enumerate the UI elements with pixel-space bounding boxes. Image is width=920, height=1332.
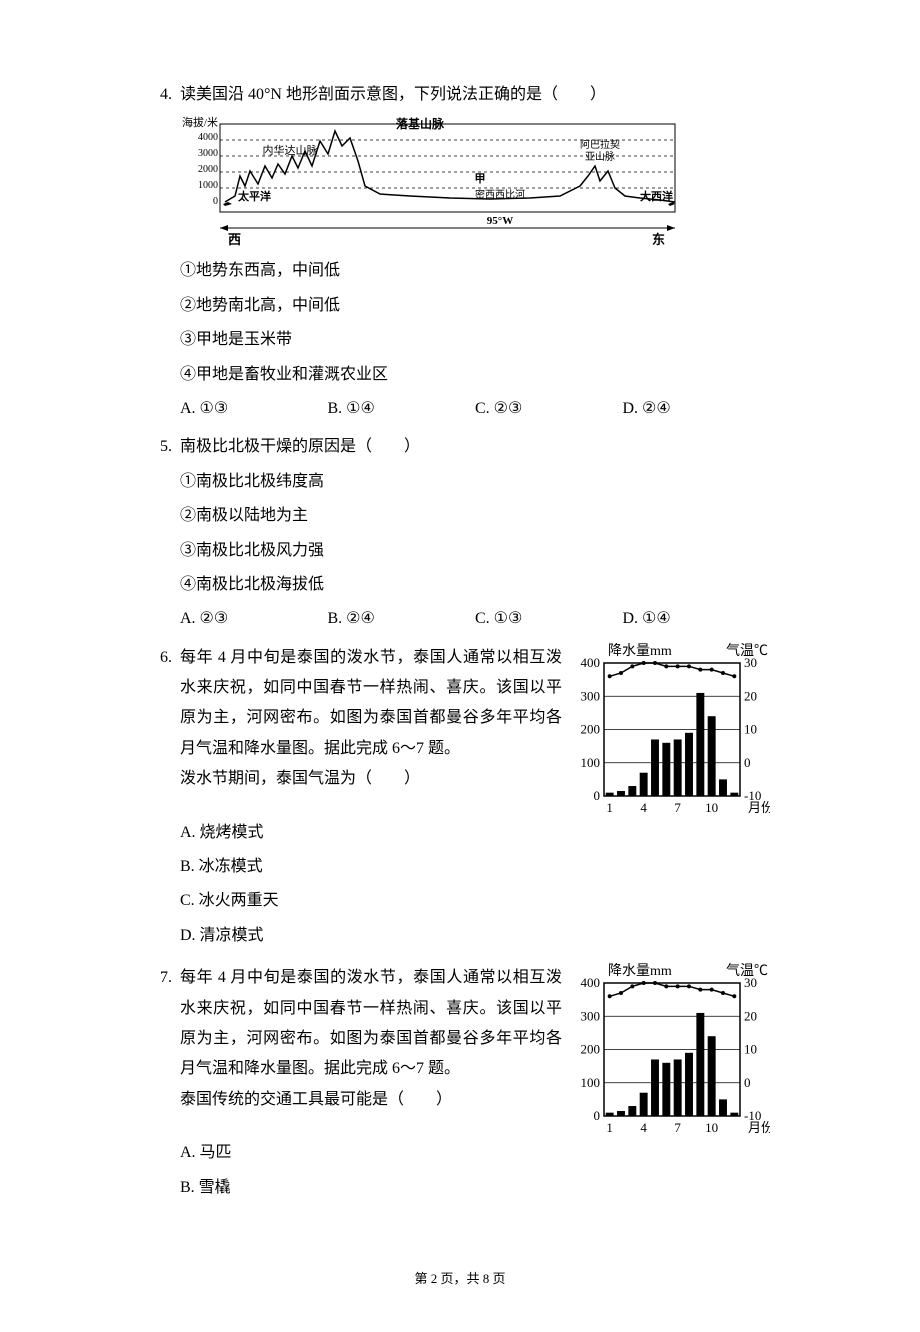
- question-number: 4.: [150, 80, 180, 424]
- svg-text:100: 100: [581, 1075, 601, 1090]
- option-b[interactable]: B. ②④: [328, 604, 476, 634]
- question-6: 6. 每年 4 月中旬是泰国的泼水节，泰国人通常以相互泼水来庆祝，如同中国春节一…: [150, 643, 770, 956]
- lon-label: 95°W: [487, 215, 513, 227]
- svg-text:4: 4: [640, 1120, 647, 1135]
- app-label-1: 阿巴拉契: [580, 138, 620, 151]
- topography-figure: 海拔/米 4000 3000 2000 1000 0 落基山脉 内华达山脉 太平…: [180, 116, 680, 246]
- option-d[interactable]: D. ①④: [623, 604, 771, 634]
- option-a[interactable]: A. 烧烤模式: [180, 818, 770, 848]
- climate-figure: 降水量mm气温℃40030020010003020100-1014710月份: [570, 643, 770, 818]
- options: A. ①③ B. ①④ C. ②③ D. ②④: [180, 394, 770, 424]
- river-label: 密西西比河: [475, 188, 525, 201]
- climate-figure: 降水量mm气温℃40030020010003020100-1014710月份: [570, 963, 770, 1138]
- statement: ①南极比北极纬度高: [180, 467, 770, 497]
- svg-text:400: 400: [581, 655, 601, 670]
- option-a[interactable]: A. 马匹: [180, 1138, 770, 1168]
- ocean-left: 太平洋: [237, 189, 271, 203]
- svg-text:降水量mm: 降水量mm: [608, 643, 672, 659]
- svg-text:20: 20: [744, 688, 757, 703]
- svg-text:100: 100: [581, 754, 601, 769]
- options: A. ②③ B. ②④ C. ①③ D. ①④: [180, 604, 770, 634]
- svg-text:10: 10: [744, 721, 757, 736]
- jia-label: 甲: [475, 172, 486, 185]
- statement: ④南极比北极海拔低: [180, 570, 770, 600]
- question-stem: 每年 4 月中旬是泰国的泼水节，泰国人通常以相互泼水来庆祝，如同中国春节一样热闹…: [180, 649, 562, 757]
- question-body: 每年 4 月中旬是泰国的泼水节，泰国人通常以相互泼水来庆祝，如同中国春节一样热闹…: [180, 963, 770, 1207]
- svg-text:7: 7: [674, 1120, 681, 1135]
- question-stem: 读美国沿 40°N 地形剖面示意图，下列说法正确的是（ ）: [180, 80, 770, 110]
- ytick: 2000: [198, 164, 218, 175]
- option-a[interactable]: A. ①③: [180, 394, 328, 424]
- svg-text:10: 10: [705, 800, 718, 815]
- ytick: 4000: [198, 132, 218, 143]
- question-stem: 南极比北极干燥的原因是（ ）: [180, 432, 770, 462]
- svg-text:10: 10: [744, 1042, 757, 1057]
- y-title: 海拔/米: [182, 116, 218, 129]
- svg-text:30: 30: [744, 975, 757, 990]
- svg-text:1: 1: [606, 1120, 613, 1135]
- svg-text:月份: 月份: [748, 800, 770, 815]
- question-number: 5.: [150, 432, 180, 634]
- page-footer: 第 2 页，共 8 页: [150, 1267, 770, 1292]
- question-number: 6.: [150, 643, 180, 956]
- east-label: 东: [652, 232, 665, 246]
- statement: ④甲地是畜牧业和灌溉农业区: [180, 360, 770, 390]
- question-body: 读美国沿 40°N 地形剖面示意图，下列说法正确的是（ ） 海拔/米 4000 …: [180, 80, 770, 424]
- svg-text:降水量mm: 降水量mm: [608, 963, 672, 979]
- statement: ①地势东西高，中间低: [180, 256, 770, 286]
- svg-text:1: 1: [606, 800, 613, 815]
- svg-text:0: 0: [744, 1075, 751, 1090]
- statement: ③南极比北极风力强: [180, 536, 770, 566]
- statement: ②南极以陆地为主: [180, 501, 770, 531]
- option-d[interactable]: D. 清凉模式: [180, 921, 770, 951]
- svg-text:0: 0: [594, 1108, 601, 1123]
- option-b[interactable]: B. ①④: [328, 394, 476, 424]
- option-a[interactable]: A. ②③: [180, 604, 328, 634]
- svg-text:200: 200: [581, 1042, 601, 1057]
- option-c[interactable]: C. 冰火两重天: [180, 886, 770, 916]
- option-d[interactable]: D. ②④: [623, 394, 771, 424]
- svg-text:10: 10: [705, 1120, 718, 1135]
- ocean-right: 大西洋: [640, 189, 673, 203]
- peak-label-2: 内华达山脉: [263, 143, 318, 157]
- svg-text:400: 400: [581, 975, 601, 990]
- svg-text:300: 300: [581, 1009, 601, 1024]
- question-5: 5. 南极比北极干燥的原因是（ ） ①南极比北极纬度高 ②南极以陆地为主 ③南极…: [150, 432, 770, 634]
- option-b[interactable]: B. 雪橇: [180, 1173, 770, 1203]
- question-body: 每年 4 月中旬是泰国的泼水节，泰国人通常以相互泼水来庆祝，如同中国春节一样热闹…: [180, 643, 770, 956]
- peak-label: 落基山脉: [396, 116, 445, 131]
- question-number: 7.: [150, 963, 180, 1207]
- options: A. 马匹 B. 雪橇: [180, 1138, 770, 1203]
- option-c[interactable]: C. ①③: [475, 604, 623, 634]
- topography-svg: 海拔/米 4000 3000 2000 1000 0 落基山脉 内华达山脉 太平…: [180, 116, 680, 246]
- svg-text:月份: 月份: [748, 1120, 770, 1135]
- option-c[interactable]: C. ②③: [475, 394, 623, 424]
- svg-text:4: 4: [640, 800, 647, 815]
- question-7: 7. 每年 4 月中旬是泰国的泼水节，泰国人通常以相互泼水来庆祝，如同中国春节一…: [150, 963, 770, 1207]
- svg-text:20: 20: [744, 1009, 757, 1024]
- ytick: 3000: [198, 148, 218, 159]
- ytick: 0: [213, 196, 218, 207]
- statement: ②地势南北高，中间低: [180, 291, 770, 321]
- svg-text:30: 30: [744, 655, 757, 670]
- svg-text:300: 300: [581, 688, 601, 703]
- statement: ③甲地是玉米带: [180, 325, 770, 355]
- question-4: 4. 读美国沿 40°N 地形剖面示意图，下列说法正确的是（ ） 海拔/米 40…: [150, 80, 770, 424]
- west-label: 西: [228, 232, 241, 246]
- question-body: 南极比北极干燥的原因是（ ） ①南极比北极纬度高 ②南极以陆地为主 ③南极比北极…: [180, 432, 770, 634]
- svg-text:0: 0: [594, 788, 601, 803]
- app-label-2: 亚山脉: [585, 150, 615, 163]
- question-stem: 每年 4 月中旬是泰国的泼水节，泰国人通常以相互泼水来庆祝，如同中国春节一样热闹…: [180, 969, 562, 1077]
- sub-question: 泰国传统的交通工具最可能是（ ）: [180, 1085, 562, 1115]
- svg-text:0: 0: [744, 754, 751, 769]
- option-b[interactable]: B. 冰冻模式: [180, 852, 770, 882]
- sub-question: 泼水节期间，泰国气温为（ ）: [180, 764, 562, 794]
- ytick: 1000: [198, 180, 218, 191]
- svg-text:200: 200: [581, 721, 601, 736]
- options: A. 烧烤模式 B. 冰冻模式 C. 冰火两重天 D. 清凉模式: [180, 818, 770, 952]
- svg-text:7: 7: [674, 800, 681, 815]
